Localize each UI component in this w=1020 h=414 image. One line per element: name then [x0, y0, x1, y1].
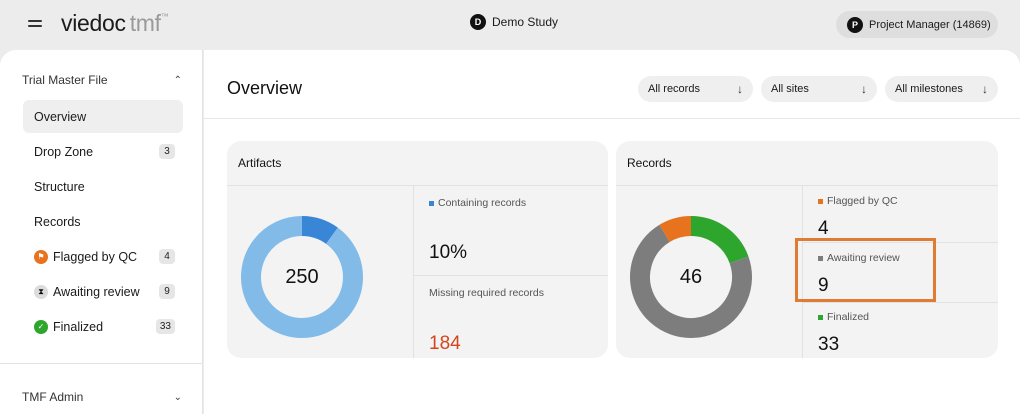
card-title: Artifacts [238, 156, 282, 170]
stat-value: 184 [429, 333, 461, 354]
stat-value: 33 [818, 334, 840, 355]
hourglass-icon: ⧗ [34, 284, 48, 299]
section-title: TMF Admin [22, 390, 84, 404]
sidebar-item-label: Overview [34, 109, 87, 124]
count-badge: 4 [159, 249, 175, 264]
arrow-down-icon: ↓ [861, 82, 867, 96]
filter-milestones-dropdown[interactable]: All milestones ↓ [885, 76, 998, 102]
header-divider [204, 118, 1020, 119]
user-role: Project Manager (14869) [869, 18, 991, 31]
stat-label: Flagged by QC [818, 195, 898, 207]
stat-value: 10% [429, 242, 468, 263]
donut-center-value: 250 [285, 265, 319, 288]
artifacts-donut-svg [241, 216, 363, 338]
filter-bar: All records ↓ All sites ↓ All milestones… [638, 76, 998, 102]
card-body: 250 Containing records 10% Missing requi… [227, 185, 608, 358]
count-badge: 9 [159, 284, 175, 299]
sidebar-item-label: Drop Zone [34, 144, 94, 159]
flag-icon: ⚑ [34, 249, 48, 264]
section-tmf-admin[interactable]: TMF Admin ⌄ [22, 390, 182, 404]
stat-label: Finalized [818, 311, 869, 323]
stat-label-text: Awaiting review [827, 252, 900, 264]
chevron-up-icon: ⌃ [173, 74, 182, 86]
stat-missing-required-records[interactable]: Missing required records 184 [414, 276, 608, 358]
stat-finalized[interactable]: Finalized 33 [803, 303, 998, 358]
stat-label-text: Containing records [438, 197, 527, 209]
sidebar-item-label: Structure [34, 179, 85, 194]
count-badge: 33 [155, 319, 175, 334]
sidebar-item-records[interactable]: Records [23, 205, 183, 238]
chevron-down-icon: ⌄ [173, 391, 182, 403]
records-card: Records 46 Flagged by QC 4 Awaiting r [616, 141, 998, 358]
sidebar-nav: Overview Drop Zone 3 Structure Records ⚑… [23, 100, 183, 345]
artifacts-stats: Containing records 10% Missing required … [413, 186, 608, 358]
stat-label-text: Flagged by QC [827, 195, 898, 207]
sidebar-item-label: Records [34, 214, 81, 229]
filter-label: All sites [771, 83, 809, 95]
donut-slice-other-artifacts[interactable] [241, 216, 363, 338]
stat-label: Awaiting review [818, 252, 900, 264]
stat-awaiting-review[interactable]: Awaiting review 9 [803, 243, 998, 303]
logo-brand: viedoc [61, 10, 126, 36]
stat-label-text: Missing required records [429, 287, 544, 299]
stat-containing-records[interactable]: Containing records 10% [414, 186, 608, 276]
section-trial-master-file[interactable]: Trial Master File ⌃ [22, 73, 182, 87]
records-donut-chart[interactable]: 46 [628, 214, 754, 340]
donut-slice-awaiting-review[interactable] [630, 224, 752, 338]
sidebar-item-flagged-by-qc[interactable]: ⚑ Flagged by QC 4 [23, 240, 183, 273]
stat-value: 9 [818, 275, 829, 296]
sidebar: Trial Master File ⌃ Overview Drop Zone 3… [0, 50, 203, 414]
stat-flagged-by-qc[interactable]: Flagged by QC 4 [803, 186, 998, 243]
top-bar: viedoc tmf™ D Demo Study P Project Manage… [0, 0, 1020, 50]
filter-records-dropdown[interactable]: All records ↓ [638, 76, 753, 102]
trademark: ™ [160, 12, 169, 21]
arrow-down-icon: ↓ [982, 82, 988, 96]
legend-swatch [429, 200, 434, 206]
study-avatar: D [470, 14, 486, 30]
sidebar-item-finalized[interactable]: ✓ Finalized 33 [23, 310, 183, 343]
stat-label: Missing required records [429, 287, 544, 299]
legend-swatch [818, 255, 823, 261]
sidebar-item-label: Awaiting review [53, 284, 140, 299]
page-title: Overview [227, 78, 303, 98]
study-name: Demo Study [492, 15, 559, 29]
logo-product: tmf [129, 10, 161, 36]
card-body: 46 Flagged by QC 4 Awaiting review 9 [616, 185, 998, 358]
sidebar-divider [0, 363, 203, 364]
artifacts-card: Artifacts 250 Containing records 10% Mis… [227, 141, 608, 358]
filter-label: All milestones [895, 83, 963, 95]
user-avatar: P [847, 16, 863, 33]
sidebar-item-awaiting-review[interactable]: ⧗ Awaiting review 9 [23, 275, 183, 308]
stat-value: 4 [818, 218, 829, 239]
records-stats: Flagged by QC 4 Awaiting review 9 Finali… [802, 186, 998, 358]
study-selector[interactable]: D Demo Study [470, 14, 558, 30]
main-content: Overview All records ↓ All sites ↓ All m… [204, 50, 1020, 414]
sidebar-item-overview[interactable]: Overview [23, 100, 183, 133]
sidebar-item-label: Finalized [53, 319, 104, 334]
menu-icon[interactable] [28, 18, 42, 30]
artifacts-donut-chart[interactable]: 250 [239, 214, 365, 340]
check-circle-icon: ✓ [34, 319, 48, 334]
donut-slice-containing-records[interactable] [301, 216, 338, 245]
user-menu-button[interactable]: P Project Manager (14869) [836, 11, 998, 38]
stat-label-text: Finalized [827, 311, 870, 323]
donut-slice-finalized[interactable] [690, 216, 749, 264]
legend-swatch [818, 314, 823, 320]
arrow-down-icon: ↓ [737, 82, 743, 96]
filter-label: All records [648, 83, 700, 95]
section-title: Trial Master File [22, 73, 108, 87]
logo[interactable]: viedoc tmf™ [61, 10, 169, 37]
donut-center-value: 46 [679, 265, 703, 288]
records-donut-svg [630, 216, 752, 338]
sidebar-item-drop-zone[interactable]: Drop Zone 3 [23, 135, 183, 168]
count-badge: 3 [159, 144, 175, 159]
legend-swatch [818, 198, 823, 204]
filter-sites-dropdown[interactable]: All sites ↓ [761, 76, 877, 102]
stat-label: Containing records [429, 197, 526, 209]
donut-slice-flagged-by-qc[interactable] [659, 216, 692, 243]
card-title: Records [627, 156, 672, 170]
sidebar-item-structure[interactable]: Structure [23, 170, 183, 203]
sidebar-item-label: Flagged by QC [53, 249, 138, 264]
